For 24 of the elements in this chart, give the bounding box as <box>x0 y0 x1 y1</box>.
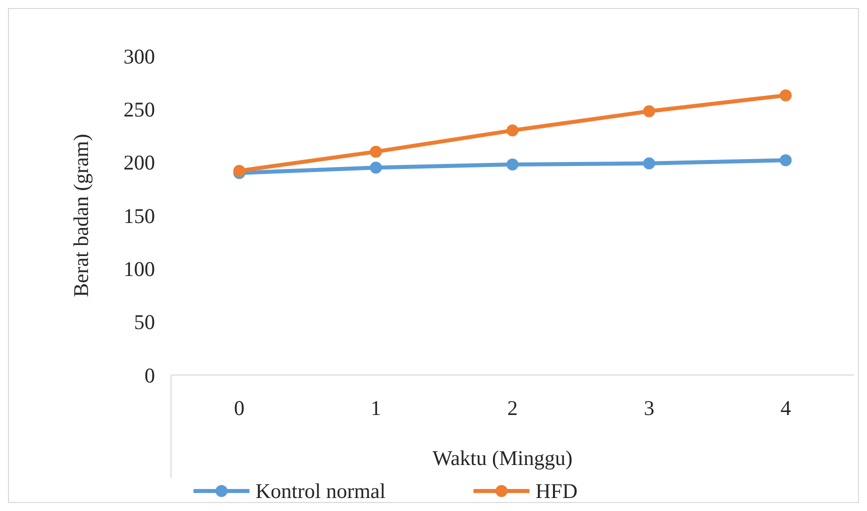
point <box>506 124 518 136</box>
point <box>506 158 518 170</box>
x-tick-label: 2 <box>507 396 518 420</box>
point <box>370 146 382 158</box>
point <box>780 154 792 166</box>
legend-label: HFD <box>536 479 578 503</box>
x-tick-label: 0 <box>234 396 245 420</box>
y-tick-label: 200 <box>124 150 155 175</box>
x-tick-label: 1 <box>370 396 382 420</box>
x-axis-title: Waktu (Minggu) <box>432 446 573 470</box>
y-tick-label: 0 <box>144 363 155 388</box>
x-tick-label: 3 <box>644 396 654 420</box>
point <box>643 157 656 170</box>
point <box>370 162 382 174</box>
point <box>643 105 656 118</box>
x-tick-label: 4 <box>780 396 792 420</box>
y-tick-label: 150 <box>124 204 155 228</box>
y-axis-title: Berat badan (gram) <box>69 134 93 298</box>
y-tick-label: 50 <box>134 310 155 334</box>
y-tick-label: 100 <box>124 257 155 282</box>
legend-label: Kontrol normal <box>256 479 386 503</box>
y-tick-label: 250 <box>124 98 155 122</box>
y-tick-label: 300 <box>124 44 155 68</box>
point <box>780 89 792 102</box>
